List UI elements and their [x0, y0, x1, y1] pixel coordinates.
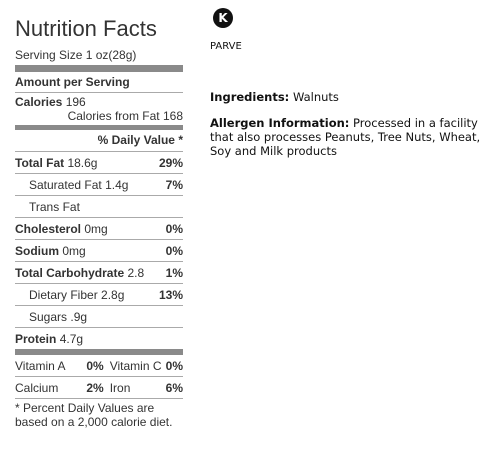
vitamin-name: Vitamin A [15, 358, 66, 373]
vitamin-value: 6% [165, 380, 183, 395]
nutrient-row: Protein 4.7g [15, 328, 183, 349]
nutrient-name: Sodium [15, 243, 59, 258]
nutrient-left: Total Fat 18.6g [15, 156, 97, 170]
nutrient-name: Total Carbohydrate [15, 265, 125, 280]
nutrient-rows: Total Fat 18.6g 29% Saturated Fat 1.4g 7% Tr… [15, 152, 183, 349]
nutrient-left: Sodium 0mg [15, 244, 86, 258]
nutrient-name: Trans Fat [29, 199, 80, 214]
nutrient-dv: 0% [165, 221, 183, 236]
nutrition-label: Nutrition Facts Serving Size 1 oz(28g) A… [15, 14, 183, 429]
nutrient-row: Trans Fat [15, 196, 183, 218]
nutrient-row: Sugars .9g [15, 306, 183, 328]
footnote-line: * Percent Daily Values are [15, 401, 155, 415]
vitamin-value: 2% [86, 380, 104, 395]
nutrient-dv: 29% [158, 155, 183, 170]
vitamin-value: 0% [86, 358, 104, 373]
vitamin-row: Calcium 2% Iron 6% [15, 377, 183, 399]
nutrient-name: Sugars [29, 309, 68, 324]
vitamin-cell: Calcium 2% [15, 381, 110, 395]
calories-fat-name: Calories from Fat [67, 109, 160, 123]
nutrient-name: Total Fat [15, 155, 65, 170]
info-panel: K PARVE Ingredients: Walnuts Allergen In… [210, 8, 495, 158]
footnote-line: based on a 2,000 calorie diet. [15, 415, 173, 429]
nutrient-amount: 0mg [62, 243, 86, 258]
vitamin-name: Vitamin C [109, 358, 162, 373]
allergen: Allergen Information: Processed in a fac… [210, 116, 495, 158]
title: Nutrition Facts [15, 16, 157, 41]
nutrient-row: Total Carbohydrate 2.8 1% [15, 262, 183, 284]
calories-fat-value: 168 [162, 109, 183, 123]
nutrient-amount: 1.4g [105, 177, 129, 192]
calories-fat-line: Calories from Fat 168 [15, 109, 183, 123]
allergen-text: Processed in a facility that also proces… [210, 116, 481, 158]
kosher-label: PARVE [210, 41, 242, 52]
nutrient-left: Trans Fat [29, 200, 80, 214]
nutrient-dv: 7% [165, 177, 183, 192]
calories-value: 196 [65, 95, 86, 109]
nutrient-name: Dietary Fiber [29, 287, 98, 302]
nutrient-row: Cholesterol 0mg 0% [15, 218, 183, 240]
vitamin-value: 0% [165, 358, 183, 373]
calories: Calories 196 Calories from Fat 168 [15, 93, 183, 130]
calories-line: Calories 196 [15, 95, 183, 109]
nutrient-row: Dietary Fiber 2.8g 13% [15, 284, 183, 306]
nutrient-amount: 2.8g [101, 287, 125, 302]
calories-name: Calories [15, 95, 63, 109]
nutrient-amount: .9g [70, 309, 88, 324]
nutrient-name: Protein [15, 331, 57, 346]
daily-value-header: % Daily Value * [15, 130, 183, 152]
nutrient-left: Protein 4.7g [15, 332, 83, 346]
vitamin-rows: Vitamin A 0% Vitamin C 0% Calcium 2% Iron 6% [15, 349, 183, 399]
nutrient-dv: 13% [158, 287, 183, 302]
ingredients-label: Ingredients: [210, 90, 290, 104]
vitamin-cell: Iron 6% [110, 381, 183, 395]
nutrient-row: Total Fat 18.6g 29% [15, 152, 183, 174]
nutrient-row: Sodium 0mg 0% [15, 240, 183, 262]
nutrient-dv: 0% [165, 243, 183, 258]
nutrient-left: Total Carbohydrate 2.8 [15, 266, 144, 280]
nutrient-left: Dietary Fiber 2.8g [29, 288, 124, 302]
vitamin-name: Iron [109, 380, 131, 395]
serving-size: Serving Size 1 oz(28g) [15, 46, 183, 72]
nutrient-left: Sugars .9g [29, 310, 87, 324]
vitamin-row: Vitamin A 0% Vitamin C 0% [15, 355, 183, 377]
footnote: * Percent Daily Values are based on a 2,0… [15, 399, 183, 429]
amount-per-serving: Amount per Serving [15, 72, 183, 93]
nutrient-amount: 18.6g [67, 155, 98, 170]
nutrient-left: Cholesterol 0mg [15, 222, 108, 236]
nutrient-amount: 0mg [84, 221, 108, 236]
nutrient-name: Cholesterol [15, 221, 82, 236]
kosher-symbol: K [213, 8, 233, 28]
allergen-label: Allergen Information: [210, 116, 350, 130]
ingredients: Ingredients: Walnuts [210, 90, 495, 104]
nutrient-amount: 2.8 [127, 265, 145, 280]
nutrient-name: Saturated Fat [29, 177, 102, 192]
vitamin-cell: Vitamin C 0% [110, 359, 183, 373]
nutrient-amount: 4.7g [59, 331, 84, 346]
vitamin-cell: Vitamin A 0% [15, 359, 110, 373]
nutrient-dv: 1% [165, 265, 183, 280]
vitamin-name: Calcium [15, 380, 59, 395]
nutrient-left: Saturated Fat 1.4g [29, 178, 128, 192]
ingredients-text: Walnuts [292, 90, 339, 104]
nutrient-row: Saturated Fat 1.4g 7% [15, 174, 183, 196]
